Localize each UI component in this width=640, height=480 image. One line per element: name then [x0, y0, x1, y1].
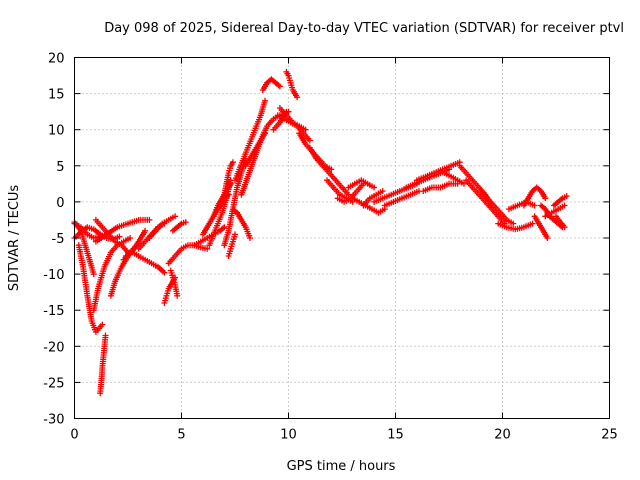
series-track-45	[420, 180, 461, 195]
data-point-markers	[167, 267, 181, 299]
data-point-markers	[478, 188, 517, 227]
data-point-markers	[92, 216, 131, 256]
series-track-24	[225, 231, 238, 259]
y-tick-label: 20	[48, 52, 65, 67]
series-track-26	[232, 97, 268, 184]
data-point-markers	[495, 220, 536, 233]
data-point-markers	[345, 177, 378, 191]
data-point-markers	[229, 206, 253, 241]
series-track-46	[441, 170, 467, 187]
y-tick-label: -20	[43, 340, 64, 355]
series-track-25	[229, 206, 253, 241]
y-axis-label: SDTVAR / TECUs	[7, 185, 22, 292]
data-point-markers	[553, 213, 568, 231]
series-track-57	[553, 213, 568, 231]
series-track-38	[345, 177, 378, 191]
series-track-17	[169, 219, 189, 234]
data-point-markers	[360, 188, 386, 209]
data-point-markers	[232, 97, 268, 184]
series-track-56	[550, 193, 570, 209]
series-track-42	[381, 188, 422, 209]
data-points	[71, 68, 570, 397]
data-point-markers	[463, 177, 508, 227]
series-track-11	[122, 249, 168, 276]
series-track-52	[520, 184, 549, 209]
series-track-23	[221, 159, 236, 198]
y-tick-label: -15	[43, 304, 64, 319]
series-track-48	[463, 177, 508, 227]
data-point-markers	[306, 144, 352, 198]
series-track-04	[75, 242, 106, 335]
data-point-markers	[381, 188, 422, 209]
tick-layer: 0 5 10 15 20 25 20 15 10 5 0 -5 -10 -15 -20 -25 -30	[43, 52, 618, 443]
x-tick-label: 25	[601, 428, 618, 443]
x-tick-label: 10	[280, 428, 297, 443]
y-tick-label: 10	[48, 124, 65, 139]
series-track-33	[270, 108, 290, 133]
series-track-49	[478, 188, 517, 227]
y-tick-label: -30	[43, 413, 64, 428]
x-tick-label: 0	[70, 428, 78, 443]
series-track-44	[413, 159, 463, 184]
data-point-markers	[191, 224, 228, 249]
x-axis-label: GPS time / hours	[287, 459, 396, 474]
y-tick-label: -25	[43, 376, 64, 391]
series-track-16	[165, 242, 211, 267]
series-track-32	[283, 68, 301, 101]
y-tick-label: 5	[56, 160, 64, 175]
data-point-markers	[97, 332, 109, 397]
data-point-markers	[550, 193, 570, 209]
series-track-50	[495, 220, 536, 233]
data-point-markers	[441, 170, 467, 187]
series-track-55	[542, 202, 568, 220]
x-tick-label: 15	[387, 428, 404, 443]
series-track-35	[306, 144, 352, 198]
series-track-18	[191, 224, 228, 249]
data-point-markers	[146, 213, 179, 241]
data-point-markers	[542, 202, 568, 220]
series-track-53	[531, 213, 551, 241]
data-point-markers	[225, 231, 238, 259]
chart-title: Day 098 of 2025, Sidereal Day-to-day VTE…	[104, 21, 624, 36]
series-track-07	[92, 216, 131, 256]
y-tick-label: -10	[43, 268, 64, 283]
x-tick-label: 5	[177, 428, 185, 443]
data-point-markers	[531, 213, 551, 241]
y-tick-label: 0	[56, 196, 64, 211]
data-point-markers	[420, 180, 461, 195]
x-tick-label: 20	[494, 428, 511, 443]
data-point-markers	[242, 130, 268, 169]
data-point-markers	[75, 242, 106, 335]
data-point-markers	[270, 108, 290, 133]
data-point-markers	[165, 242, 211, 267]
series-track-29	[259, 76, 283, 93]
grid-layer	[74, 57, 610, 419]
y-tick-label: -5	[52, 232, 65, 247]
data-point-markers	[520, 184, 549, 209]
data-point-markers	[221, 159, 236, 198]
series-track-08	[97, 332, 109, 397]
data-point-markers	[283, 68, 301, 101]
series-track-28	[242, 130, 268, 169]
y-tick-label: 15	[48, 88, 65, 103]
data-point-markers	[169, 219, 189, 234]
data-point-markers	[259, 76, 283, 93]
data-point-markers	[413, 159, 463, 184]
series-track-40	[360, 188, 386, 209]
series-track-15	[167, 267, 181, 299]
series-track-13	[146, 213, 179, 241]
data-point-markers	[122, 249, 168, 276]
